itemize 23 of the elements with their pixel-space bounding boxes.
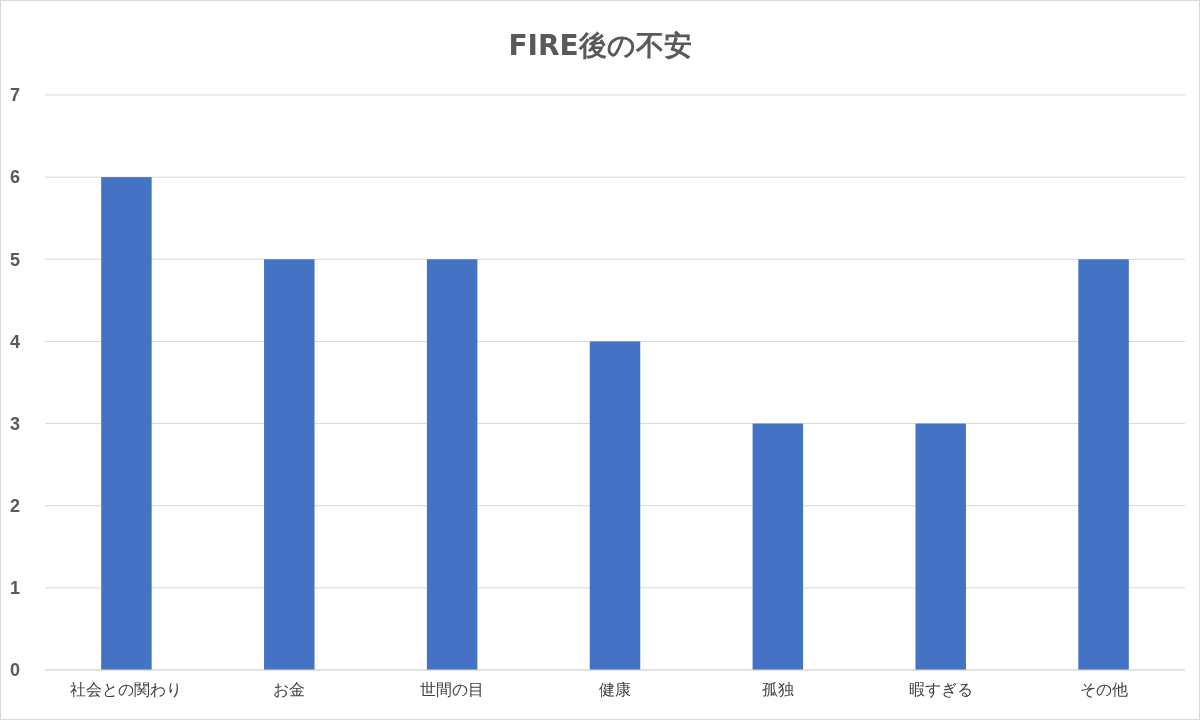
y-tick-label: 3 xyxy=(9,413,20,434)
bar xyxy=(101,177,152,670)
bar xyxy=(264,259,315,670)
x-tick-label: お金 xyxy=(273,681,306,699)
y-tick-label: 6 xyxy=(9,167,20,188)
x-tick-label: 暇すぎる xyxy=(908,681,973,699)
bar xyxy=(589,341,641,670)
bar xyxy=(752,423,804,670)
bar xyxy=(915,423,966,670)
x-tick-label: その他 xyxy=(1079,681,1128,699)
x-tick-label: 健康 xyxy=(599,681,631,699)
x-tick-label: 世間の目 xyxy=(420,681,485,699)
x-tick-label: 社会との関わり xyxy=(70,681,183,699)
y-tick-label: 4 xyxy=(9,331,20,352)
bar xyxy=(426,259,478,670)
y-tick-label: 7 xyxy=(9,85,20,106)
y-tick-label: 2 xyxy=(9,495,20,516)
y-tick-label: 0 xyxy=(9,660,20,681)
x-tick-label: 孤独 xyxy=(761,681,794,699)
y-tick-label: 1 xyxy=(9,578,20,599)
bar xyxy=(1078,259,1129,670)
chart-title: FIRE後の不安 xyxy=(508,29,692,62)
y-tick-label: 5 xyxy=(9,249,20,270)
